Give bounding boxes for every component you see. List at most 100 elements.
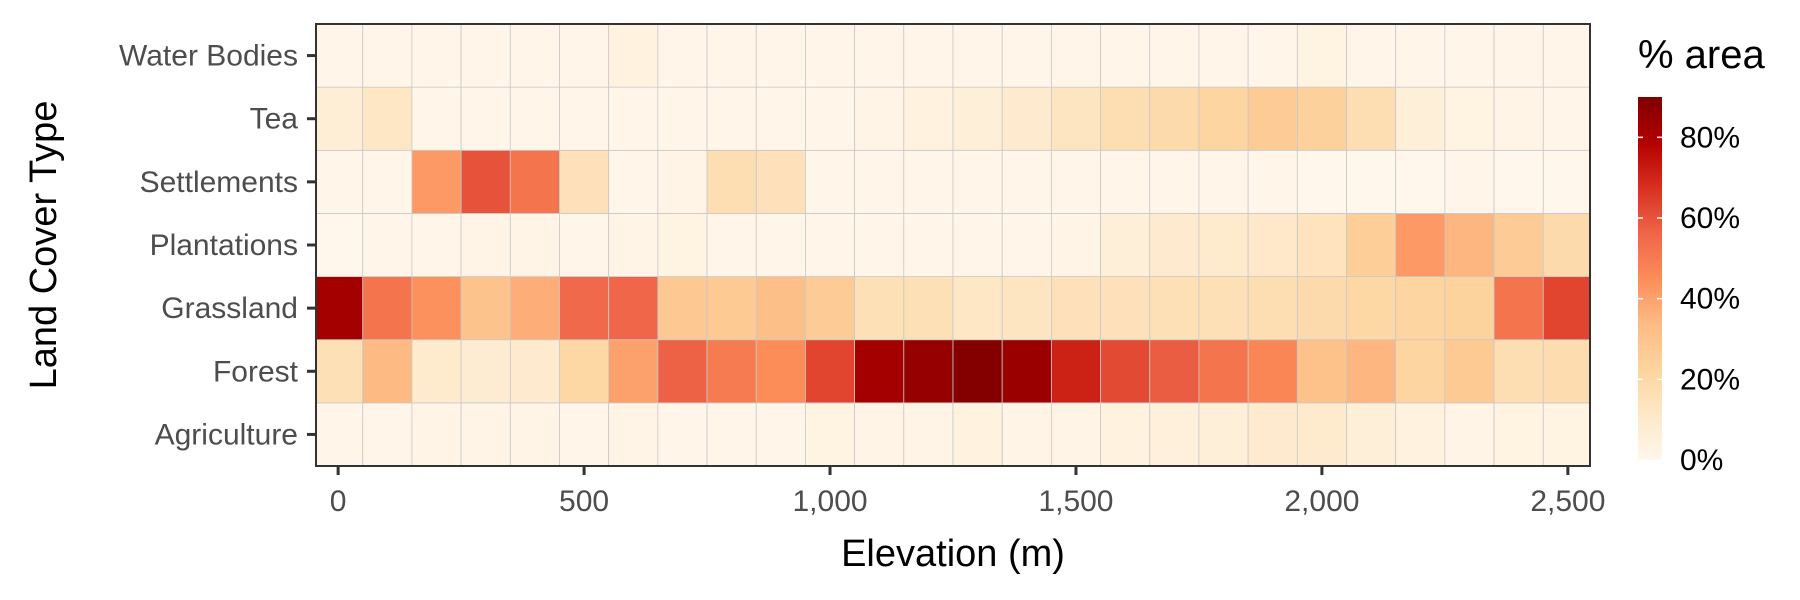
heatmap-cell xyxy=(1050,276,1101,341)
heatmap-cell xyxy=(1493,276,1544,341)
heatmap-cell xyxy=(509,213,560,277)
heatmap-cell xyxy=(1296,339,1347,404)
heatmap-cell xyxy=(1198,339,1249,404)
x-axis: 0 500 1,000 1,500 2,000 2,500 xyxy=(330,466,1605,518)
heatmap-cell xyxy=(1149,339,1200,404)
heatmap-cell xyxy=(559,213,610,277)
heatmap-cell xyxy=(362,86,413,151)
colorbar-ticks: 0% 20% 40% 60% 80% xyxy=(1638,121,1740,477)
heatmap-cell xyxy=(1198,402,1249,467)
heatmap-cell xyxy=(1395,23,1446,88)
heatmap-cell xyxy=(657,339,708,404)
heatmap-cell xyxy=(952,23,1003,88)
heatmap-cell xyxy=(411,276,462,341)
heatmap-cell xyxy=(854,149,905,214)
heatmap-cell xyxy=(509,339,560,404)
heatmap-cell xyxy=(1346,339,1397,404)
heatmap-cell xyxy=(755,23,806,88)
heatmap-cell xyxy=(1247,86,1298,151)
heatmap-cell xyxy=(952,86,1003,151)
heatmap-cell xyxy=(1050,339,1101,404)
heatmap-cell xyxy=(411,149,462,214)
colorbar-title: % area xyxy=(1638,33,1765,77)
heatmap-cell xyxy=(1542,402,1591,467)
heatmap-cell xyxy=(1247,402,1298,467)
heatmap-cell xyxy=(411,23,462,88)
heatmap-cell xyxy=(1444,213,1495,277)
heatmap-cell xyxy=(706,339,757,404)
heatmap-cell xyxy=(1444,86,1495,151)
heatmap-cell xyxy=(460,86,511,151)
heatmap-cell xyxy=(608,23,659,88)
heatmap-cell xyxy=(805,402,856,467)
heatmap-cell xyxy=(1395,402,1446,467)
heatmap-cell xyxy=(1001,23,1052,88)
heatmap-cell xyxy=(903,86,954,151)
heatmap-cell xyxy=(1493,23,1544,88)
colorbar-legend: % area 0% 20% 40% 60% 80% xyxy=(1638,33,1765,477)
heatmap-cell xyxy=(1444,276,1495,341)
heatmap-cell xyxy=(1395,276,1446,341)
heatmap-cell xyxy=(1542,149,1591,214)
x-tick-label: 500 xyxy=(559,485,609,518)
heatmap-cell xyxy=(805,23,856,88)
heatmap-cell xyxy=(1346,23,1397,88)
heatmap-cell xyxy=(1198,86,1249,151)
heatmap-cell xyxy=(755,149,806,214)
x-tick-label: 1,500 xyxy=(1038,485,1113,518)
heatmap-cell xyxy=(952,402,1003,467)
heatmap-cell xyxy=(1444,23,1495,88)
heatmap-cell xyxy=(1444,339,1495,404)
heatmap-cell xyxy=(1247,23,1298,88)
heatmap-cell xyxy=(608,402,659,467)
heatmap-cell xyxy=(1100,402,1151,467)
heatmap-cell xyxy=(1542,23,1591,88)
colorbar-tick-label: 80% xyxy=(1680,121,1740,154)
heatmap-cell xyxy=(460,276,511,341)
heatmap-cell xyxy=(1296,402,1347,467)
heatmap-cell xyxy=(411,339,462,404)
heatmap-cell xyxy=(1395,213,1446,277)
heatmap-cell xyxy=(1050,213,1101,277)
heatmap-cell xyxy=(1149,23,1200,88)
heatmap-cell xyxy=(755,86,806,151)
heatmap-cell xyxy=(509,149,560,214)
heatmap-cell xyxy=(1247,149,1298,214)
heatmap-cell xyxy=(1100,149,1151,214)
heatmap-cell xyxy=(1296,213,1347,277)
y-axis-title: Land Cover Type xyxy=(23,101,65,390)
heatmap-cell xyxy=(315,339,364,404)
heatmap-cell xyxy=(362,276,413,341)
heatmap-cell xyxy=(1247,213,1298,277)
heatmap-cell xyxy=(1001,149,1052,214)
heatmap-cell xyxy=(805,213,856,277)
heatmap-cell xyxy=(509,86,560,151)
heatmap-cell xyxy=(706,213,757,277)
heatmap-cell xyxy=(315,149,364,214)
heatmap-cell xyxy=(805,276,856,341)
heatmap-cell xyxy=(1198,23,1249,88)
heatmap-cell xyxy=(706,149,757,214)
heatmap-cell xyxy=(1100,213,1151,277)
heatmap-cell xyxy=(1493,149,1544,214)
heatmap-cell xyxy=(657,276,708,341)
heatmap-cell xyxy=(608,213,659,277)
heatmap-cell xyxy=(1001,402,1052,467)
heatmap-cell xyxy=(1493,213,1544,277)
y-tick-label: Water Bodies xyxy=(119,40,298,73)
heatmap-cell xyxy=(903,213,954,277)
colorbar xyxy=(1638,97,1662,460)
heatmap-cell xyxy=(362,23,413,88)
x-tick-label: 2,000 xyxy=(1284,485,1359,518)
heatmap-cell xyxy=(657,213,708,277)
heatmap-cell xyxy=(1050,149,1101,214)
heatmap-cell xyxy=(559,339,610,404)
heatmap-cell xyxy=(315,402,364,467)
heatmap-cell xyxy=(1198,149,1249,214)
heatmap-cell xyxy=(1149,402,1200,467)
x-tick-label: 2,500 xyxy=(1530,485,1605,518)
heatmap-cell xyxy=(903,339,954,404)
heatmap-cell xyxy=(1542,86,1591,151)
heatmap-cell xyxy=(657,402,708,467)
